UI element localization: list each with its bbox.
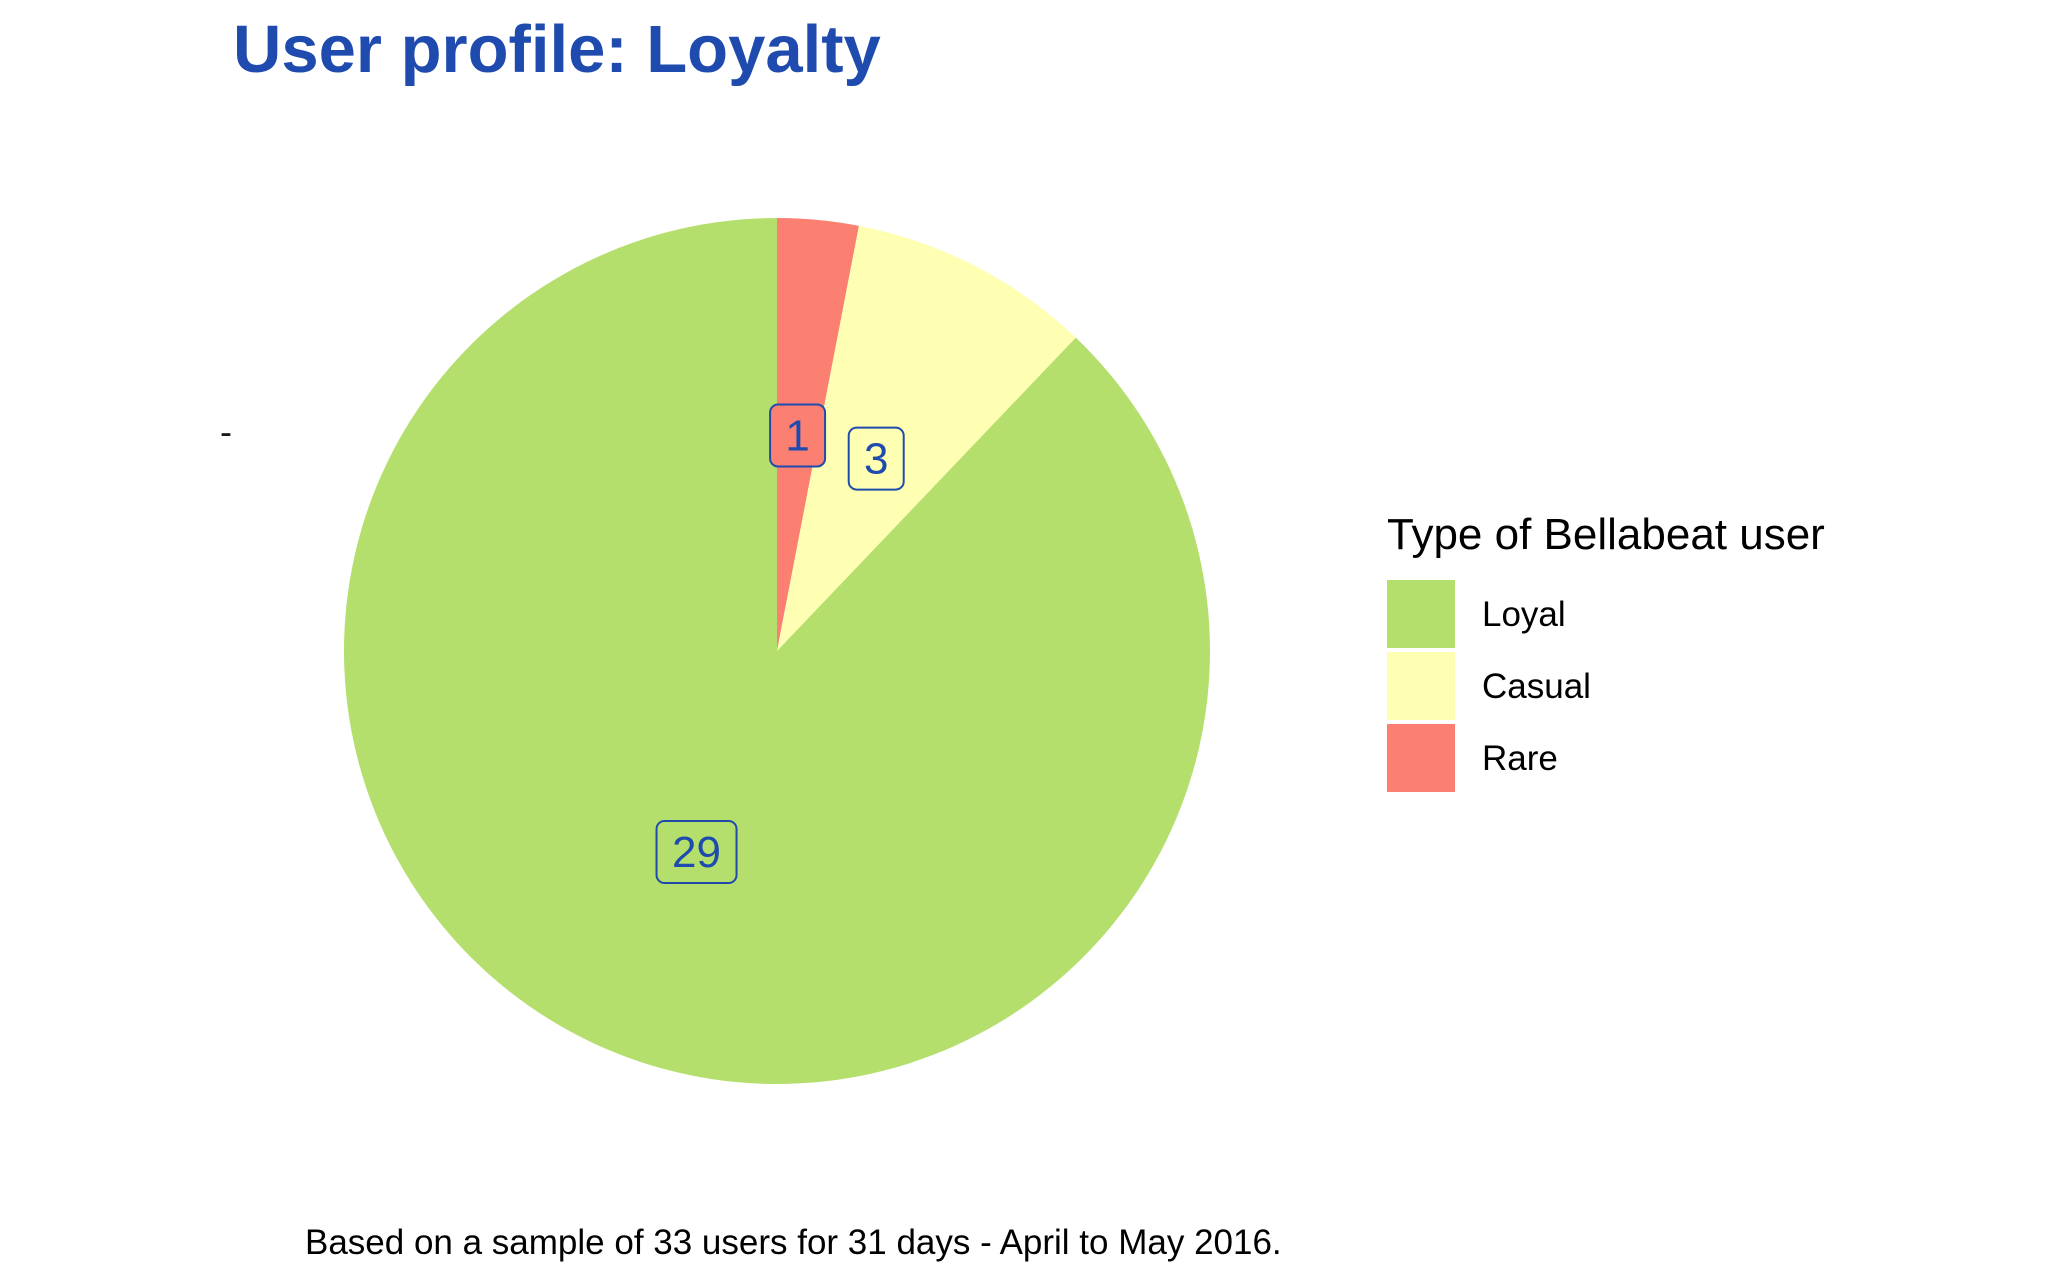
axis-label: - xyxy=(220,411,232,452)
legend-label: Rare xyxy=(1482,739,1558,778)
data-label-value: 1 xyxy=(785,411,809,460)
chart-caption: Based on a sample of 33 users for 31 day… xyxy=(305,1223,1282,1262)
pie-slice-casual xyxy=(777,225,1076,651)
legend-item-rare: Rare xyxy=(1387,724,1558,792)
legend: Type of Bellabeat user Loyal Casual Rare xyxy=(1387,510,1825,792)
pie-slice-loyal xyxy=(343,218,1210,1084)
data-label-box xyxy=(655,819,738,884)
data-label-box xyxy=(769,403,827,468)
pie-slices xyxy=(343,218,1210,1084)
legend-label: Casual xyxy=(1482,667,1591,706)
legend-key xyxy=(1387,652,1455,720)
legend-label: Loyal xyxy=(1482,595,1566,634)
data-label-rare: 1 xyxy=(769,403,827,468)
legend-key xyxy=(1387,580,1455,648)
data-label-box xyxy=(847,426,905,491)
data-label-value: 29 xyxy=(672,828,721,877)
data-label-casual: 3 xyxy=(847,426,905,491)
data-label-value: 3 xyxy=(864,435,888,484)
legend-key xyxy=(1387,724,1455,792)
legend-item-loyal: Loyal xyxy=(1387,580,1566,648)
legend-title: Type of Bellabeat user xyxy=(1387,510,1825,559)
legend-items: Loyal Casual Rare xyxy=(1387,580,1591,792)
data-labels: 1 3 29 xyxy=(655,403,905,884)
chart-title: User profile: Loyalty xyxy=(233,12,881,87)
data-label-loyal: 29 xyxy=(655,819,738,884)
legend-item-casual: Casual xyxy=(1387,652,1591,720)
